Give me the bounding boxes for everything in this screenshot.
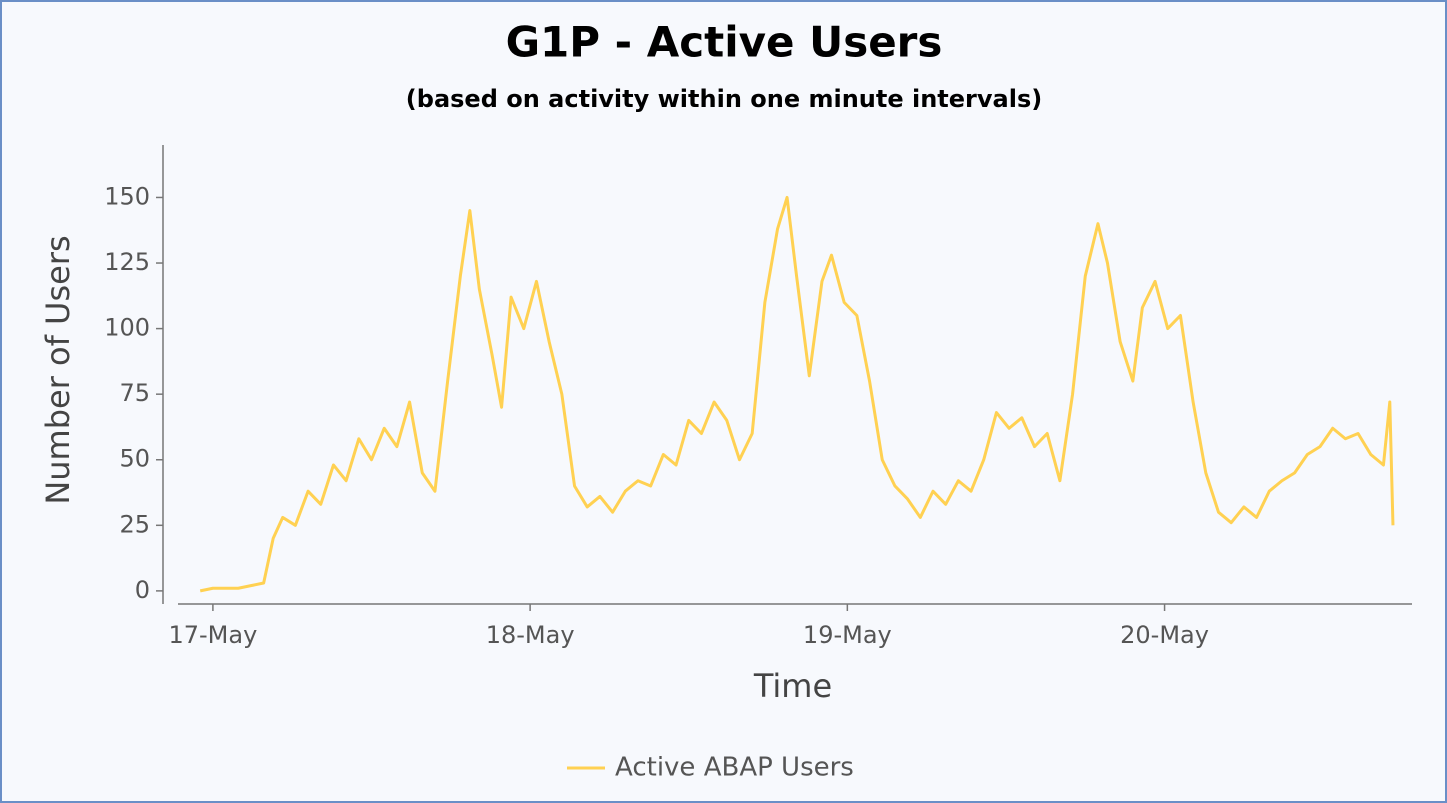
chart-title: G1P - Active Users	[506, 18, 943, 67]
y-tick-label: 0	[135, 576, 150, 604]
x-tick-label: 19-May	[803, 621, 892, 649]
y-tick-label: 125	[104, 248, 150, 276]
x-tick-label: 20-May	[1120, 621, 1209, 649]
y-tick-label: 100	[104, 314, 150, 342]
x-tick-label: 18-May	[486, 621, 575, 649]
series-line	[199, 195, 1395, 593]
chart-subtitle: (based on activity within one minute int…	[406, 85, 1042, 113]
y-tick-label: 150	[104, 182, 150, 210]
y-tick-label: 25	[119, 510, 150, 538]
x-axis-title: Time	[753, 667, 832, 705]
y-tick-label: 75	[119, 379, 150, 407]
legend-label: Active ABAP Users	[615, 753, 854, 783]
y-tick-label: 50	[119, 445, 150, 473]
x-tick-label: 17-May	[168, 621, 257, 649]
y-axis-title: Number of Users	[39, 235, 77, 504]
